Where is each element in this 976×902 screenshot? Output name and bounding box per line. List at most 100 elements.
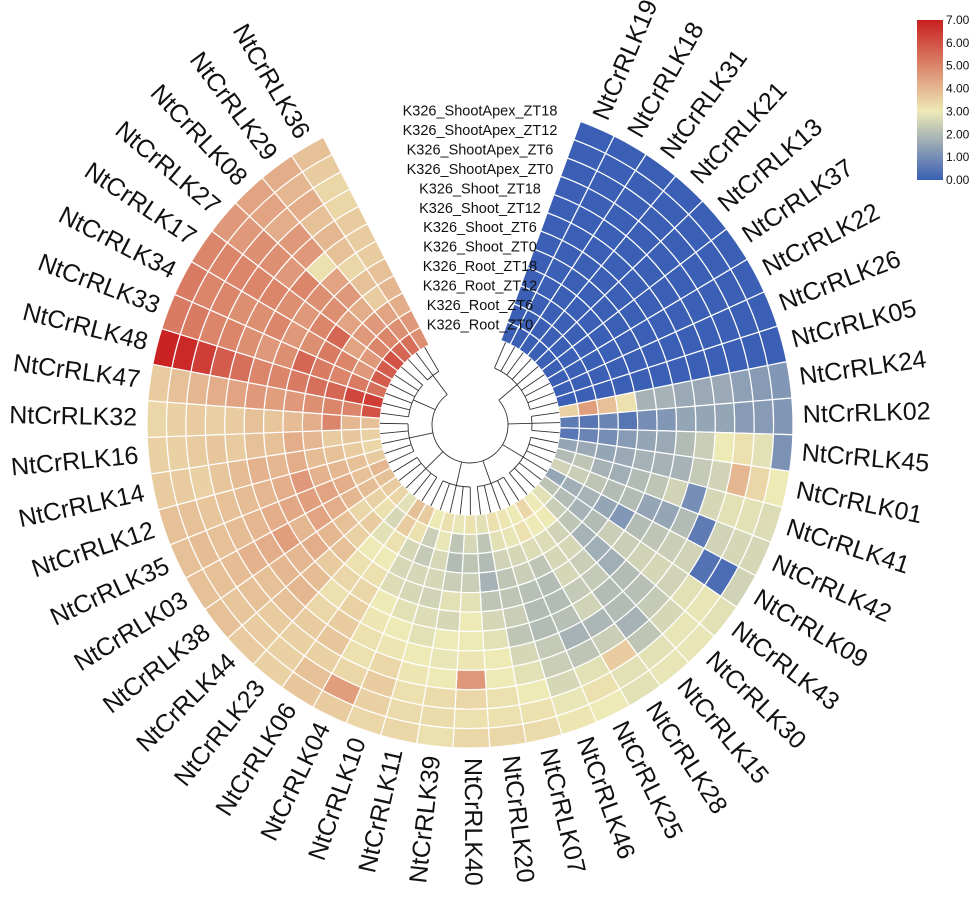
heatmap-cell (165, 401, 188, 438)
legend-tick-label: 0.00 (946, 173, 970, 187)
tree-branch (529, 401, 558, 410)
sample-label: K326_ShootApex_ZT12 (403, 123, 558, 139)
gene-label: NtCrRLK40 (459, 758, 488, 886)
heatmap-cell (301, 411, 323, 433)
heatmap-cell (617, 410, 639, 431)
gene-label: NtCrRLK24 (798, 345, 929, 391)
heatmap-cell (435, 608, 461, 632)
heatmap-cell (675, 405, 697, 433)
heatmap-cell (752, 398, 775, 435)
tree-branch (421, 477, 438, 502)
heatmap-cell (204, 433, 229, 466)
tree-branch (528, 443, 556, 454)
tree-branch (425, 451, 444, 469)
tree-branch (527, 392, 555, 404)
tree-branch (482, 460, 492, 484)
heatmap-cell (713, 402, 736, 434)
heatmap-cell (452, 727, 491, 749)
legend-tick-label: 3.00 (946, 104, 970, 118)
tree-branch (508, 472, 528, 495)
tree-branch (393, 457, 418, 473)
tree-branch (483, 485, 492, 513)
gene-label: NtCrRLK45 (801, 439, 931, 478)
heatmap-cell (224, 405, 246, 436)
heatmap-cell (595, 395, 619, 415)
heatmap-cell (460, 572, 481, 594)
tree-branch (506, 352, 524, 376)
heatmap-cell (146, 436, 171, 475)
heatmap-cell (453, 708, 490, 730)
heatmap-cell (578, 413, 600, 430)
tree-branch (498, 384, 518, 401)
tree-branch (381, 437, 410, 445)
heatmap-cell (694, 403, 716, 434)
tree-branch (432, 375, 448, 395)
tree-branch (413, 472, 432, 496)
tree-branch (497, 480, 511, 506)
tree-branch (384, 444, 412, 454)
sample-label: K326_Shoot_ZT12 (419, 201, 541, 217)
tree-branch (526, 450, 553, 463)
heatmap-cell (263, 431, 286, 458)
heatmap-cell (731, 432, 755, 467)
heatmap-cell (771, 397, 794, 436)
heatmap-cell (428, 647, 459, 671)
heatmap-cell (459, 591, 483, 613)
tree-branch (430, 480, 444, 507)
tree-branch (500, 346, 516, 372)
gene-label: NtCrRLK20 (497, 754, 540, 884)
heatmap-cell (340, 414, 362, 431)
heatmap-cell (652, 383, 677, 411)
heatmap-cell (480, 608, 507, 632)
heatmap-cell (243, 432, 267, 460)
heatmap-cell (633, 387, 658, 412)
heatmap-cell (147, 363, 173, 403)
heatmap-cell (321, 429, 344, 449)
heatmap-cell (614, 391, 638, 414)
heatmap-cell (456, 649, 486, 671)
heatmap-cell (457, 630, 485, 652)
tree-branch (531, 422, 560, 424)
tree-branch (522, 456, 548, 472)
heatmap-cell (477, 551, 497, 574)
sample-label: K326_Root_ZT12 (423, 278, 537, 294)
legend-tick-label: 6.00 (946, 36, 970, 50)
sample-label: K326_ShootApex_ZT0 (407, 162, 554, 178)
tree-branch (398, 462, 422, 481)
heatmap-cell (769, 433, 794, 473)
heatmap-cell (204, 404, 227, 436)
tree-branch (507, 422, 532, 425)
heatmap-cell (655, 407, 678, 432)
tree-branch (380, 412, 409, 418)
legend-tick-label: 4.00 (946, 82, 970, 96)
tree-branch (431, 394, 509, 464)
tree-branch (415, 352, 434, 376)
heatmap-cell (712, 431, 736, 464)
sample-label: K326_Root_ZT18 (423, 259, 537, 275)
color-legend: 0.00 1.00 2.00 3.00 4.00 5.00 6.00 7.00 (917, 13, 970, 187)
tree-branch (516, 366, 539, 385)
tree-branch (530, 416, 533, 431)
heatmap-cell (243, 407, 265, 435)
sample-label: K326_Root_ZT6 (427, 298, 533, 314)
tree-branch (380, 430, 409, 435)
tree-branch (524, 382, 550, 397)
tree-branch (413, 399, 436, 411)
heatmap-cell (422, 685, 457, 710)
tree-branch (424, 347, 440, 372)
tree-branch (407, 359, 428, 381)
heatmap-cell (692, 431, 716, 461)
heatmap-cell (478, 570, 500, 593)
tree-branch (518, 462, 542, 481)
tree-branch (511, 358, 532, 380)
heatmap-cell (282, 410, 304, 433)
heatmap-cell (455, 669, 487, 691)
heatmap-cell (360, 427, 382, 443)
heatmap-cell (487, 723, 527, 749)
heatmap-cell (750, 432, 775, 470)
heatmap-cell (431, 627, 460, 652)
tree-branch (521, 374, 545, 391)
tree-branch (531, 411, 560, 417)
tree-branch (409, 432, 433, 439)
